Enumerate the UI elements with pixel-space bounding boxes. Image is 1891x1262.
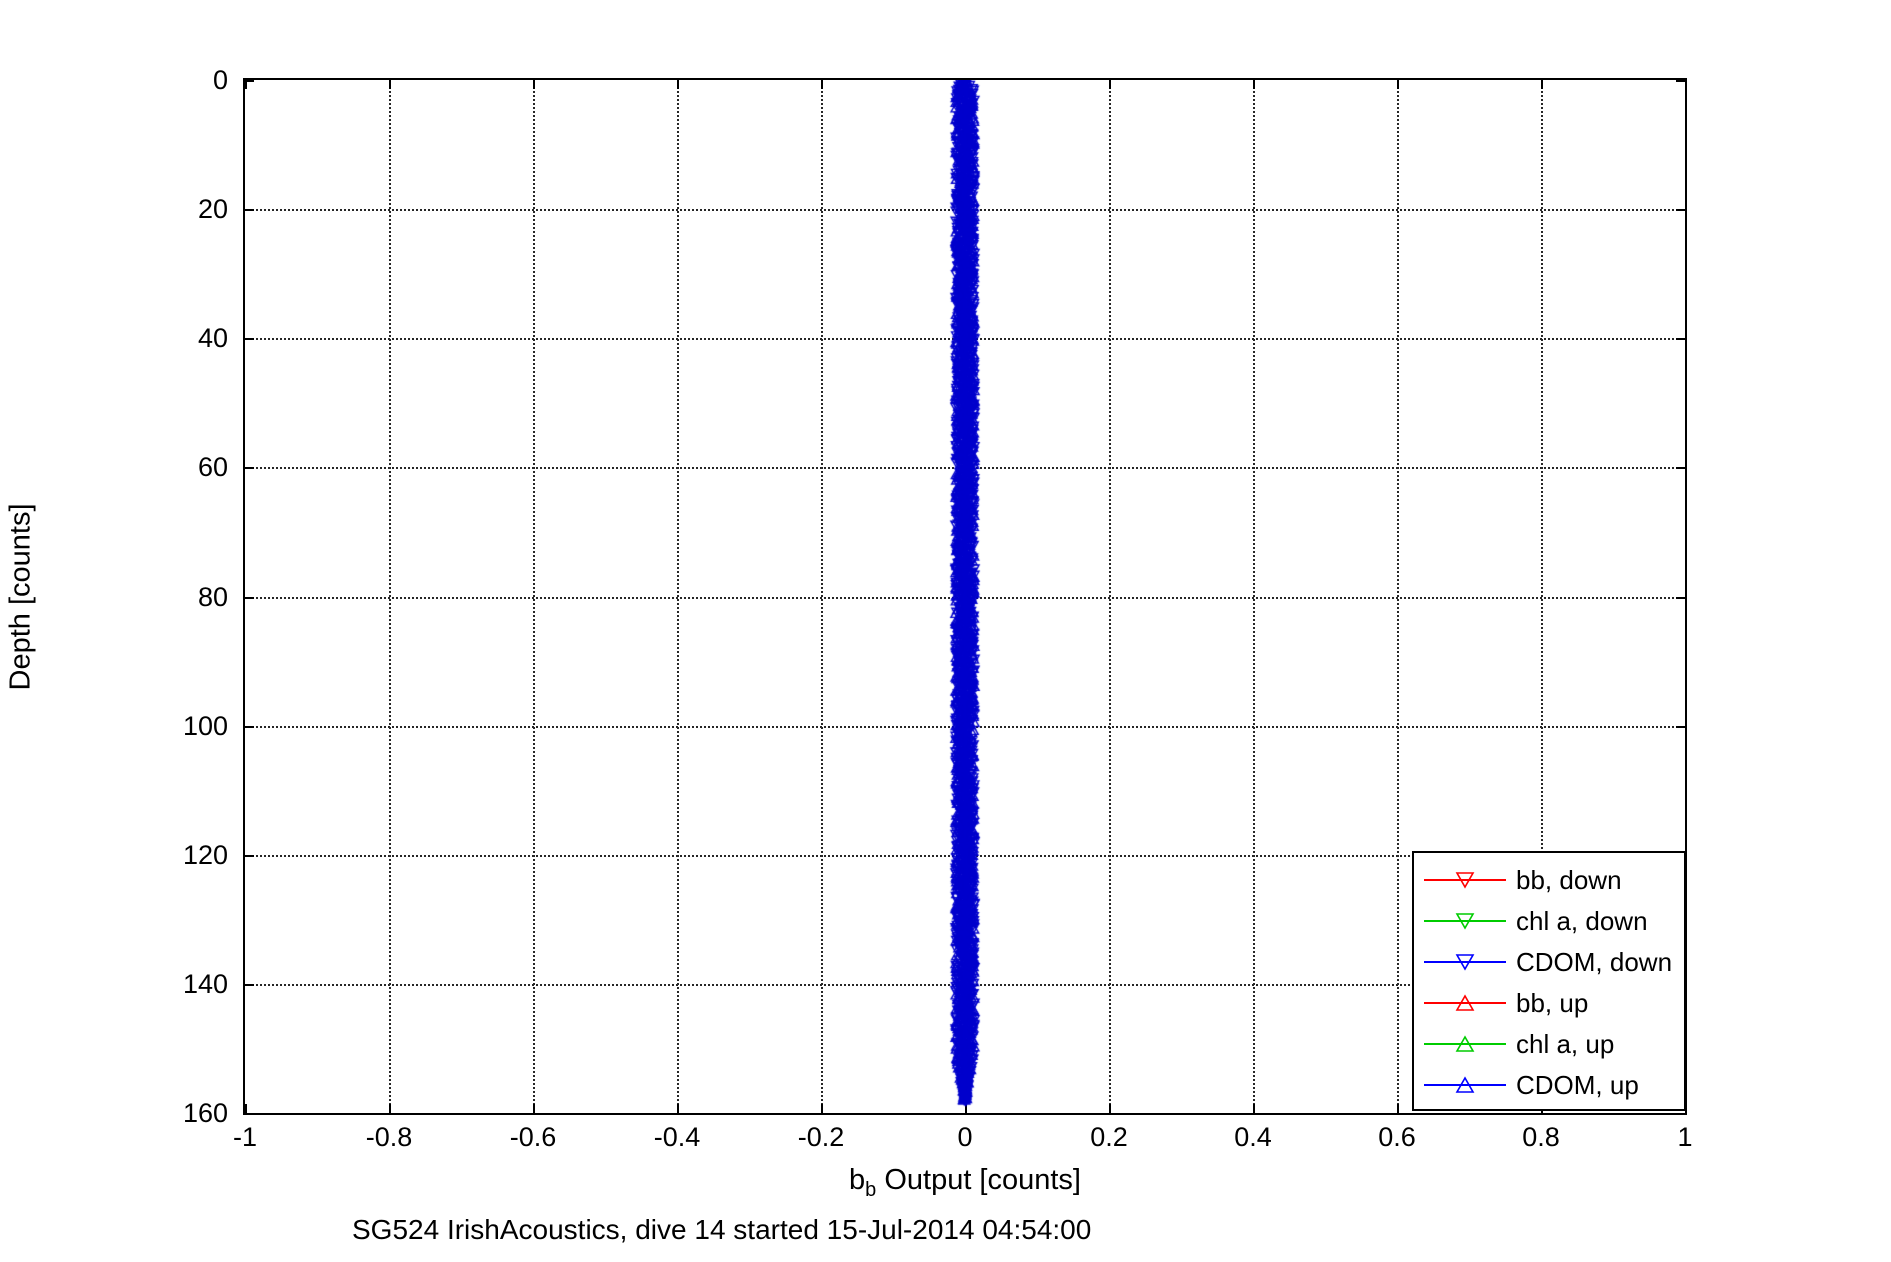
y-axis-tick	[1676, 467, 1685, 470]
x-axis-tick	[821, 80, 823, 89]
x-axis-tick	[1685, 1104, 1687, 1113]
y-axis-tick	[245, 338, 254, 341]
x-axis-tick-label: -0.4	[653, 1122, 701, 1152]
legend-line	[1424, 960, 1506, 963]
x-axis-tick	[1541, 80, 1543, 89]
x-axis-tick	[533, 80, 535, 89]
y-axis-tick	[1676, 338, 1685, 341]
x-axis-tick-label: -0.2	[797, 1122, 845, 1152]
figure-caption: SG524 IrishAcoustics, dive 14 started 15…	[352, 1214, 1092, 1245]
y-axis-tick-label: 120	[182, 839, 228, 870]
gridline-horizontal	[245, 209, 1685, 212]
legend-line	[1424, 878, 1506, 881]
y-axis-tick	[1676, 1113, 1685, 1115]
x-axis-label-base: b	[849, 1164, 866, 1196]
legend-sample	[1422, 900, 1508, 941]
y-axis-tick	[245, 209, 254, 212]
gridline-horizontal	[245, 338, 1685, 341]
y-axis-tick	[245, 854, 254, 857]
legend-label: bb, down	[1516, 864, 1622, 895]
y-axis-tick-label: 40	[197, 323, 228, 354]
legend-label: bb, up	[1516, 987, 1589, 1018]
y-axis-tick-label: 160	[182, 1098, 228, 1128]
legend-line	[1424, 919, 1506, 922]
legend-item[interactable]: chl a, down	[1414, 900, 1684, 941]
x-axis-tick	[965, 1104, 967, 1113]
y-axis-tick-label: 100	[182, 710, 228, 741]
legend-line	[1424, 1001, 1506, 1004]
legend-label: CDOM, down	[1516, 946, 1673, 977]
x-axis-tick	[821, 1104, 823, 1113]
x-axis-tick	[1253, 1104, 1255, 1113]
legend-item[interactable]: bb, down	[1414, 859, 1684, 900]
x-axis-tick	[1397, 1104, 1399, 1113]
x-axis-tick	[533, 1104, 535, 1113]
legend-sample	[1422, 1064, 1508, 1105]
x-axis-label-rest: Output [counts]	[876, 1164, 1081, 1196]
legend-label: chl a, up	[1516, 1028, 1615, 1059]
y-axis-tick-label: 60	[197, 452, 228, 483]
y-axis-tick	[1676, 80, 1685, 82]
y-axis-tick	[1676, 209, 1685, 212]
y-axis-tick	[245, 596, 254, 599]
legend-item[interactable]: CDOM, down	[1414, 941, 1684, 982]
x-axis-tick-label: -0.8	[365, 1122, 413, 1152]
legend-item[interactable]: CDOM, up	[1414, 1064, 1684, 1105]
y-axis-tick	[245, 80, 254, 82]
legend-sample	[1422, 859, 1508, 900]
x-axis-tick-label: 0.2	[1090, 1122, 1128, 1152]
x-axis-tick	[1685, 80, 1687, 89]
y-axis-tick	[245, 1113, 254, 1115]
y-axis-tick-label: 20	[197, 194, 228, 225]
y-axis-tick	[1676, 596, 1685, 599]
y-axis-tick-label: 0	[212, 65, 228, 95]
legend-item[interactable]: bb, up	[1414, 982, 1684, 1023]
y-axis-tick	[1676, 725, 1685, 728]
x-axis-label-subscript: b	[865, 1178, 877, 1201]
gridline-horizontal	[245, 596, 1685, 599]
gridline-horizontal	[245, 467, 1685, 470]
y-axis-tick	[245, 983, 254, 986]
x-axis-tick-label: 0.4	[1234, 1122, 1272, 1152]
legend-label: CDOM, up	[1516, 1069, 1639, 1100]
y-axis-tick	[245, 467, 254, 470]
gridline-horizontal	[245, 725, 1685, 728]
x-axis-tick-label: 0	[957, 1122, 973, 1152]
x-axis-tick-label: 0.6	[1378, 1122, 1416, 1152]
y-axis-label: Depth [counts]	[4, 503, 37, 691]
x-axis-tick	[677, 1104, 679, 1113]
x-axis-tick-label: 0.8	[1522, 1122, 1560, 1152]
x-axis-tick	[245, 1104, 247, 1113]
y-axis-tick-label: 80	[197, 581, 228, 612]
chart-legend[interactable]: bb, down chl a, down CDOM, down bb, up chl a…	[1412, 851, 1686, 1111]
y-axis-tick	[245, 725, 254, 728]
legend-sample	[1422, 982, 1508, 1023]
x-axis-tick	[677, 80, 679, 89]
x-axis-tick	[1397, 80, 1399, 89]
x-axis-tick	[389, 1104, 391, 1113]
x-axis-tick	[965, 80, 967, 89]
legend-item[interactable]: chl a, up	[1414, 1023, 1684, 1064]
legend-sample	[1422, 941, 1508, 982]
x-axis-tick-label: -0.6	[509, 1122, 557, 1152]
x-axis-tick-label: 1	[1677, 1122, 1693, 1152]
x-axis-tick	[1109, 1104, 1111, 1113]
x-axis-tick-label: -1	[232, 1122, 258, 1152]
legend-line	[1424, 1083, 1506, 1086]
legend-line	[1424, 1042, 1506, 1045]
x-axis-tick	[389, 80, 391, 89]
legend-label: chl a, down	[1516, 905, 1648, 936]
legend-sample	[1422, 1023, 1508, 1064]
y-axis-tick-label: 140	[182, 968, 228, 999]
x-axis-tick	[1109, 80, 1111, 89]
x-axis-tick	[1253, 80, 1255, 89]
x-axis-label: bb Output [counts]	[243, 1163, 1687, 1207]
